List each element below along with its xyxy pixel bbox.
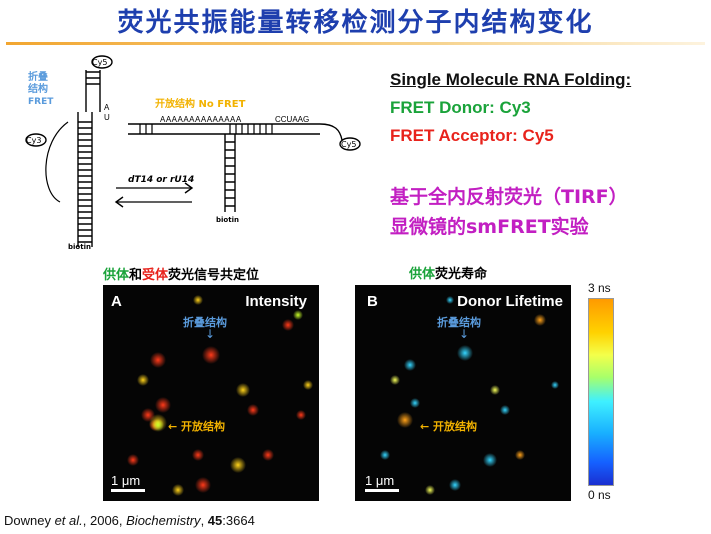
panel-a-caption-donor: 供体	[103, 268, 130, 283]
cy3-left-label: Cy3	[26, 136, 41, 145]
svg-text:A: A	[104, 103, 110, 112]
panel-b-folded-arrow-icon: ↓	[459, 327, 470, 341]
biotin-right-label: biotin	[216, 216, 239, 224]
panel-b-letter: B	[367, 293, 378, 310]
citation-etal: et al.	[54, 513, 83, 528]
panel-a-caption: 供体和受体荧光信号共定位	[103, 264, 259, 283]
panel-b-name: Donor Lifetime	[457, 293, 563, 310]
panel-b-open-label: ← 开放结构	[420, 420, 478, 433]
panel-b-caption-rest: 荧光寿命	[435, 267, 488, 282]
panel-a-scale-bar	[111, 489, 145, 492]
panel-a-intensity-image: A Intensity 折叠结构 ↓ ← 开放结构 1 μm	[103, 285, 319, 501]
panel-a-open-label: ← 开放结构	[168, 420, 226, 433]
citation: Downey et al., 2006, Biochemistry, 45:36…	[4, 513, 255, 528]
subtitle-line1: 基于全内反射荧光（TIRF）	[390, 186, 628, 208]
lifetime-colorbar	[588, 298, 614, 486]
biotin-left-label: biotin	[68, 243, 91, 251]
citation-sep: ,	[200, 513, 208, 528]
panel-a-caption-acceptor: 受体	[142, 268, 169, 283]
folded-label-line2: 结构	[28, 82, 48, 95]
panel-a-caption-and: 和	[129, 268, 143, 283]
panel-a-scale-label: 1 μm	[111, 473, 141, 488]
panel-b-scale-label: 1 μm	[365, 473, 395, 488]
arrow-label: dT14 or rU14	[128, 175, 194, 185]
subtitle-line2: 显微镜的smFRET实验	[390, 216, 589, 238]
legend-donor: FRET Donor: Cy3	[390, 98, 531, 117]
cy5-top-label: Cy5	[92, 58, 107, 67]
panel-b-lifetime-image: B Donor Lifetime 折叠结构 ↓ ← 开放结构 1 μm	[355, 285, 571, 501]
panel-b-caption-donor: 供体	[409, 267, 436, 282]
citation-journal: Biochemistry	[126, 513, 201, 528]
colorbar-min-label: 0 ns	[588, 488, 611, 502]
citation-year: , 2006,	[82, 513, 127, 528]
folded-label-line1: 折叠	[28, 70, 48, 83]
panel-b-caption: 供体荧光寿命	[409, 263, 487, 282]
cy5-right-label: Cy5	[341, 140, 356, 149]
slide-title: 荧光共振能量转移检测分子内结构变化	[117, 8, 594, 38]
svg-text:AAAAAAAAAAAAAA: AAAAAAAAAAAAAA	[160, 115, 242, 124]
panel-a-letter: A	[111, 293, 122, 310]
svg-text:CCUAAG: CCUAAG	[275, 115, 309, 124]
rna-folding-diagram: AAAAAAAAAAAAAA CCUAAG A U 折叠 结构 FRET 开放结…	[25, 55, 361, 251]
fret-label: FRET	[28, 97, 54, 107]
title-underline	[6, 42, 705, 45]
panel-a-folded-arrow-icon: ↓	[205, 327, 216, 341]
legend-acceptor: FRET Acceptor: Cy5	[390, 126, 554, 145]
open-structure-label: 开放结构 No FRET	[155, 97, 246, 110]
legend-heading: Single Molecule RNA Folding:	[390, 70, 632, 89]
citation-pages: :3664	[222, 513, 255, 528]
panel-a-folded-label: 折叠结构	[183, 316, 227, 329]
panel-a-caption-rest: 荧光信号共定位	[168, 268, 260, 283]
citation-volume: 45	[207, 513, 223, 528]
colorbar-max-label: 3 ns	[588, 281, 611, 295]
panel-a-name: Intensity	[245, 293, 307, 310]
citation-authors: Downey	[4, 513, 55, 528]
svg-text:U: U	[104, 113, 110, 122]
panel-b-folded-label: 折叠结构	[437, 316, 481, 329]
panel-b-scale-bar	[365, 489, 399, 492]
